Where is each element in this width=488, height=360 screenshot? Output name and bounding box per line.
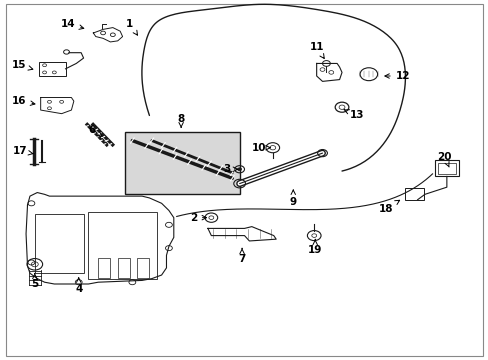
Bar <box>39 62 65 76</box>
Text: 20: 20 <box>436 152 451 167</box>
Bar <box>137 258 149 278</box>
Text: 5: 5 <box>31 274 39 289</box>
Text: 14: 14 <box>61 19 83 29</box>
Text: 16: 16 <box>12 96 35 106</box>
Text: 15: 15 <box>12 60 33 70</box>
Bar <box>35 214 83 273</box>
Text: 4: 4 <box>75 278 82 294</box>
Text: 1: 1 <box>126 19 137 35</box>
Bar <box>437 163 455 174</box>
Bar <box>98 258 110 278</box>
Text: 2: 2 <box>189 213 206 222</box>
Text: 11: 11 <box>309 42 324 58</box>
Text: 10: 10 <box>251 143 270 153</box>
Text: 13: 13 <box>344 110 363 121</box>
Bar <box>118 258 130 278</box>
Text: 7: 7 <box>238 248 245 264</box>
Text: 17: 17 <box>13 146 33 156</box>
Text: 18: 18 <box>378 200 399 214</box>
Text: 9: 9 <box>289 190 296 207</box>
Text: 3: 3 <box>224 164 237 174</box>
Text: 8: 8 <box>177 114 184 127</box>
Bar <box>434 160 458 176</box>
Text: 6: 6 <box>88 125 102 136</box>
Text: 12: 12 <box>384 71 409 81</box>
Bar <box>405 188 423 200</box>
Bar <box>88 212 157 279</box>
Circle shape <box>237 168 241 171</box>
Text: 19: 19 <box>307 239 322 255</box>
Bar <box>125 132 239 194</box>
